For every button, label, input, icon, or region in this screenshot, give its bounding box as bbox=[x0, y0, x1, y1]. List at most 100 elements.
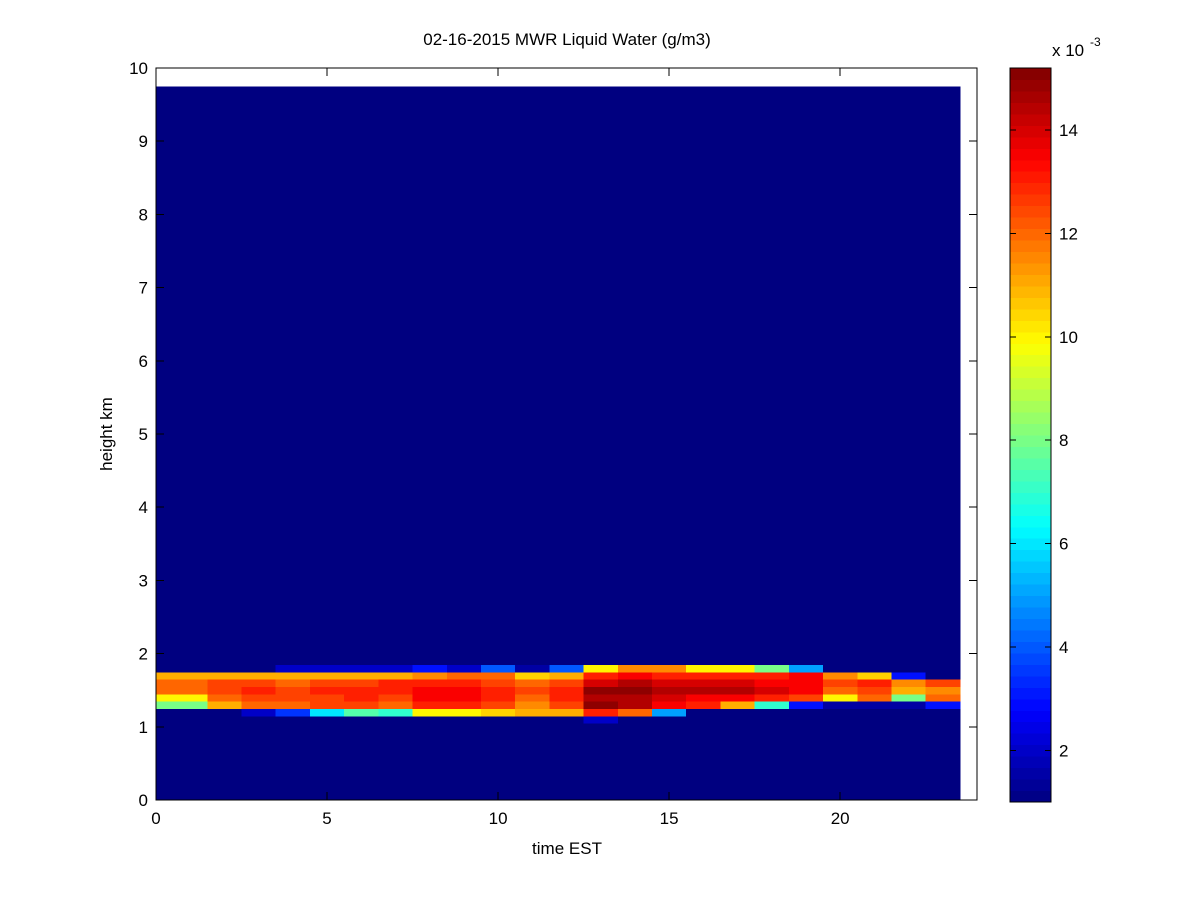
heatmap-cell bbox=[823, 693, 858, 702]
x-tick-label: 15 bbox=[660, 809, 679, 828]
heatmap-cell bbox=[156, 723, 208, 801]
colorbar-segment bbox=[1010, 790, 1051, 803]
heatmap-cell bbox=[925, 693, 961, 702]
y-tick-label: 10 bbox=[129, 59, 148, 78]
heatmap-cell bbox=[583, 686, 619, 695]
heatmap-cell bbox=[754, 693, 790, 702]
heatmap-cell bbox=[754, 708, 790, 717]
heatmap-cell bbox=[754, 701, 790, 709]
heatmap-cell bbox=[378, 671, 414, 680]
colorbar-segment bbox=[1010, 159, 1051, 172]
heatmap-cell bbox=[754, 671, 790, 680]
colorbar-segment bbox=[1010, 710, 1051, 723]
colorbar-segment bbox=[1010, 549, 1051, 562]
heatmap-cell bbox=[617, 708, 653, 717]
heatmap-cell bbox=[583, 679, 619, 688]
heatmap-cell bbox=[583, 708, 619, 717]
heatmap-cell bbox=[241, 86, 277, 666]
colorbar-segment bbox=[1010, 423, 1051, 436]
heatmap-cell bbox=[686, 686, 721, 695]
heatmap-cell bbox=[275, 708, 311, 717]
heatmap-cell bbox=[446, 708, 482, 717]
heatmap-cell bbox=[617, 693, 653, 702]
y-axis-label: height km bbox=[97, 397, 116, 471]
heatmap-cell bbox=[446, 693, 482, 702]
heatmap-cell bbox=[720, 708, 756, 717]
heatmap-cell bbox=[344, 679, 379, 688]
heatmap-cell bbox=[156, 86, 208, 666]
colorbar-segment bbox=[1010, 733, 1051, 746]
heatmap-cell bbox=[207, 715, 243, 724]
heatmap-cell bbox=[925, 664, 961, 673]
heatmap-cell bbox=[480, 686, 516, 695]
colorbar-segment bbox=[1010, 366, 1051, 379]
heatmap-cell bbox=[823, 708, 858, 717]
heatmap-cell bbox=[583, 701, 619, 709]
heatmap-cell bbox=[412, 708, 448, 717]
heatmap-cell bbox=[754, 686, 790, 695]
x-tick-label: 5 bbox=[322, 809, 331, 828]
heatmap-cell bbox=[925, 86, 961, 666]
heatmap-cell bbox=[823, 86, 858, 666]
colorbar-segment bbox=[1010, 698, 1051, 711]
heatmap-cell bbox=[480, 86, 516, 666]
heatmap-cell bbox=[686, 715, 721, 724]
heatmap-cell bbox=[788, 715, 824, 724]
y-tick-label: 4 bbox=[139, 498, 148, 517]
heatmap-cell bbox=[857, 708, 892, 717]
heatmap-cell bbox=[857, 686, 892, 695]
heatmap-cell bbox=[925, 701, 961, 709]
colorbar-tick-label: 6 bbox=[1059, 535, 1068, 554]
heatmap-cell bbox=[549, 693, 585, 702]
heatmap-cell bbox=[788, 671, 824, 680]
colorbar-segment bbox=[1010, 68, 1051, 80]
y-tick-label: 8 bbox=[139, 205, 148, 224]
heatmap-cell bbox=[583, 693, 619, 702]
colorbar-segment bbox=[1010, 503, 1051, 516]
colorbar-segment bbox=[1010, 618, 1051, 631]
colorbar-segment bbox=[1010, 756, 1051, 769]
heatmap-cell bbox=[788, 686, 824, 695]
colorbar-segment bbox=[1010, 389, 1051, 402]
heatmap-cell bbox=[891, 671, 927, 680]
heatmap-cell bbox=[344, 693, 379, 702]
heatmap-cell bbox=[549, 723, 585, 801]
y-tick-label: 5 bbox=[139, 425, 148, 444]
heatmap-cell bbox=[412, 679, 448, 688]
colorbar-segment bbox=[1010, 125, 1051, 138]
heatmap-cell bbox=[480, 701, 516, 709]
x-tick-label: 10 bbox=[489, 809, 508, 828]
heatmap-cell bbox=[378, 723, 414, 801]
heatmap-cell bbox=[617, 701, 653, 709]
colorbar-segment bbox=[1010, 538, 1051, 551]
heatmap-cell bbox=[891, 686, 927, 695]
colorbar-segment bbox=[1010, 446, 1051, 459]
colorbar-segment bbox=[1010, 744, 1051, 757]
heatmap-cell bbox=[309, 671, 345, 680]
colorbar-segment bbox=[1010, 480, 1051, 493]
heatmap-cell bbox=[412, 693, 448, 702]
colorbar-tick-label: 14 bbox=[1059, 121, 1078, 140]
y-tick-label: 1 bbox=[139, 718, 148, 737]
heatmap-cell bbox=[241, 708, 277, 717]
heatmap-cell bbox=[652, 671, 687, 680]
heatmap-cell bbox=[720, 664, 756, 673]
heatmap-cell bbox=[823, 715, 858, 724]
heatmap-cell bbox=[412, 723, 448, 801]
heatmap-cell bbox=[378, 664, 414, 673]
heatmap-cell bbox=[241, 671, 277, 680]
heatmap-cell bbox=[652, 693, 687, 702]
colorbar-segment bbox=[1010, 354, 1051, 367]
heatmap-cell bbox=[378, 701, 414, 709]
colorbar-segment bbox=[1010, 629, 1051, 642]
heatmap-cell bbox=[446, 86, 482, 666]
heatmap-cell bbox=[309, 664, 345, 673]
heatmap-cell bbox=[857, 86, 892, 666]
y-tick-label: 3 bbox=[139, 571, 148, 590]
heatmap-cell bbox=[515, 715, 550, 724]
heatmap-cell bbox=[378, 693, 414, 702]
heatmap-cell bbox=[686, 701, 721, 709]
heatmap-cell bbox=[207, 686, 243, 695]
heatmap-cell bbox=[891, 701, 927, 709]
